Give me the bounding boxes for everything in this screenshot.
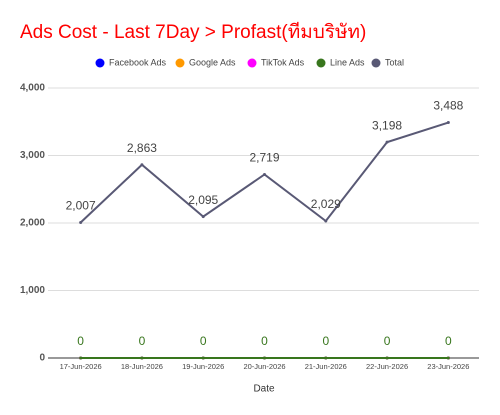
data-label: 2,029 xyxy=(311,197,341,211)
data-label: 2,863 xyxy=(127,141,157,155)
data-label: 3,198 xyxy=(372,118,402,132)
x-tick-label: 19-Jun-2026 xyxy=(182,362,224,371)
x-tick-label: 17-Jun-2026 xyxy=(60,362,102,371)
data-label: 0 xyxy=(77,334,84,348)
series-line xyxy=(79,121,449,224)
x-tick-label: 21-Jun-2026 xyxy=(305,362,347,371)
data-label: 0 xyxy=(322,334,329,348)
data-point xyxy=(385,140,389,144)
data-label: 0 xyxy=(384,334,391,348)
legend-label: TikTok Ads xyxy=(261,57,305,67)
legend-marker xyxy=(175,58,185,68)
legend-marker xyxy=(371,58,381,68)
data-point xyxy=(263,356,266,360)
legend-label: Google Ads xyxy=(189,57,236,67)
y-tick-label: 1,000 xyxy=(20,285,45,296)
data-point xyxy=(324,356,328,360)
data-label: 0 xyxy=(200,334,207,348)
data-label: 3,488 xyxy=(433,99,463,113)
y-tick-label: 2,000 xyxy=(20,218,45,229)
data-label: 2,719 xyxy=(249,151,279,165)
data-point xyxy=(263,172,266,176)
data-point xyxy=(201,356,205,360)
y-tick-label: 0 xyxy=(39,353,45,364)
legend-label: Facebook Ads xyxy=(109,57,167,67)
data-point xyxy=(201,215,205,219)
x-tick-label: 18-Jun-2026 xyxy=(121,362,163,371)
legend-label: Total xyxy=(385,57,404,67)
data-label: 0 xyxy=(261,334,268,348)
legend-marker xyxy=(247,58,257,68)
x-axis-label: Date xyxy=(253,384,275,395)
legend-label: Line Ads xyxy=(330,57,365,67)
data-point xyxy=(446,356,450,360)
data-point xyxy=(79,221,83,225)
chart-title: Ads Cost - Last 7Day > Profast(ทีมบริษัท… xyxy=(20,21,366,43)
data-label: 0 xyxy=(445,334,452,348)
data-point xyxy=(324,219,328,223)
legend-marker xyxy=(95,58,105,68)
data-point xyxy=(79,356,83,360)
x-tick-label: 20-Jun-2026 xyxy=(243,362,285,371)
data-point xyxy=(140,163,144,167)
legend-marker xyxy=(316,58,326,68)
data-label: 0 xyxy=(139,334,146,348)
x-tick-label: 23-Jun-2026 xyxy=(427,362,469,371)
data-point xyxy=(385,356,389,360)
data-point xyxy=(140,356,144,360)
x-tick-label: 22-Jun-2026 xyxy=(366,362,408,371)
y-tick-label: 4,000 xyxy=(20,83,45,94)
data-point xyxy=(446,121,450,125)
y-tick-label: 3,000 xyxy=(20,150,45,161)
data-label: 2,007 xyxy=(66,199,96,213)
data-label: 2,095 xyxy=(188,193,218,207)
